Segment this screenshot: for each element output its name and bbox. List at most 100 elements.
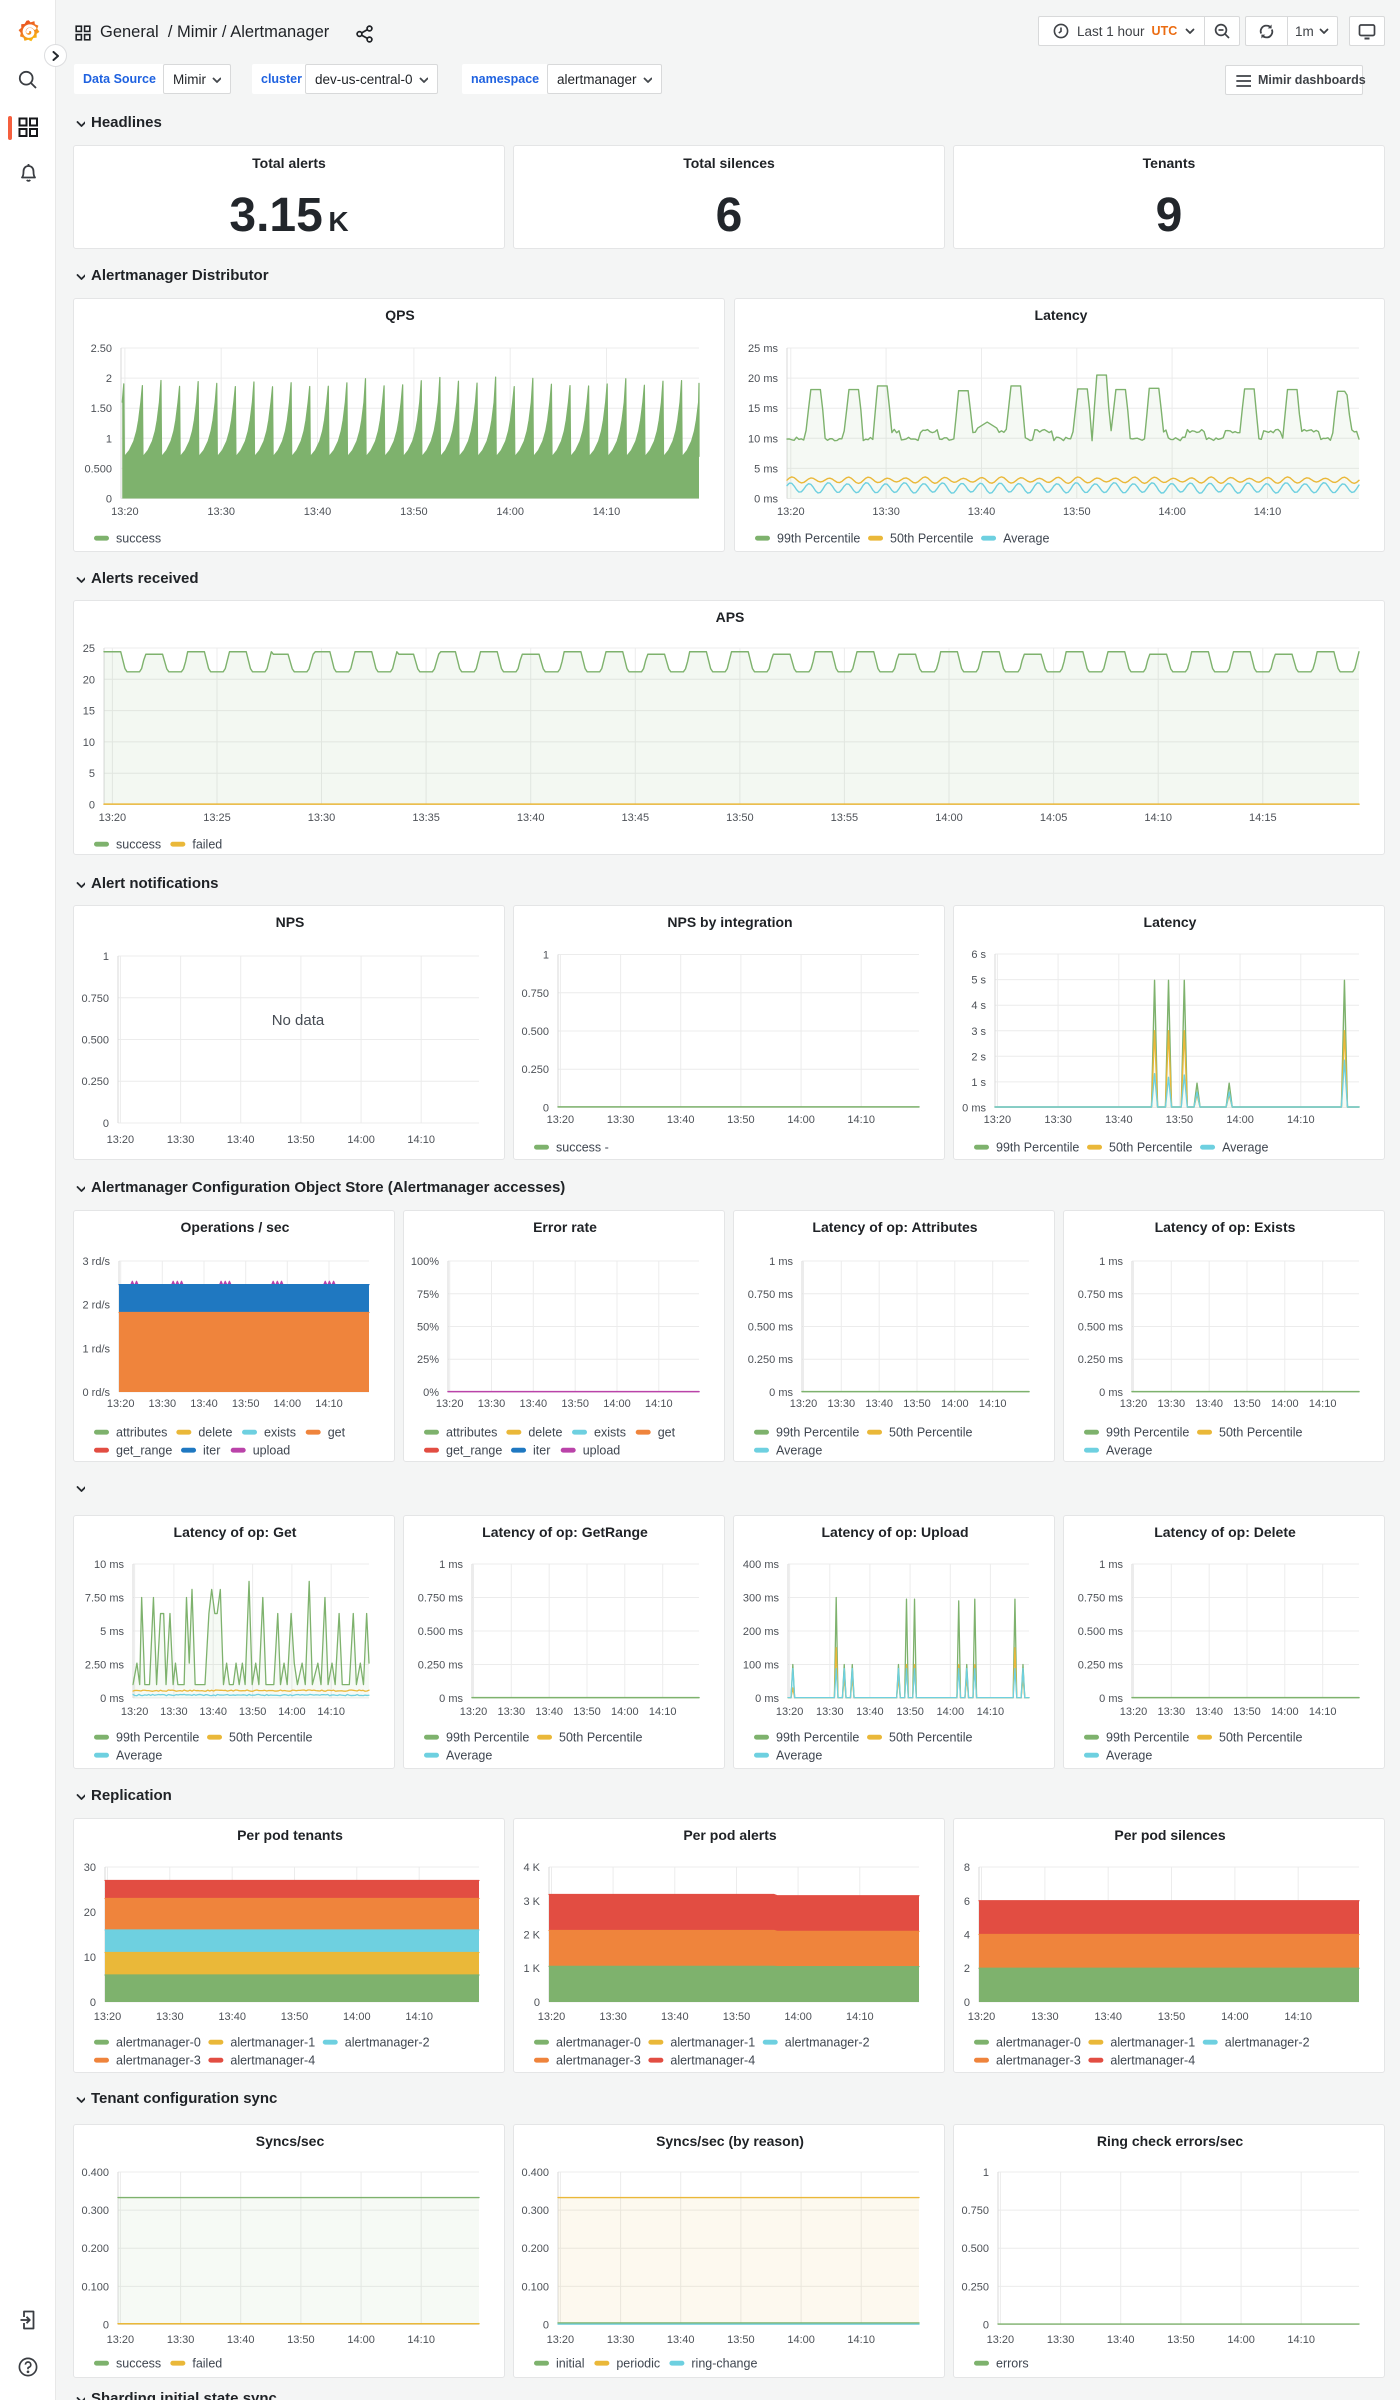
- svg-text:Latency of op: Upload: Latency of op: Upload: [822, 1524, 969, 1540]
- svg-text:13:40: 13:40: [1105, 1114, 1133, 1126]
- svg-text:13:50: 13:50: [561, 1398, 589, 1410]
- svg-text:13:40: 13:40: [517, 812, 545, 824]
- svg-text:Per pod silences: Per pod silences: [1114, 1827, 1225, 1843]
- svg-text:14:05: 14:05: [1040, 812, 1068, 824]
- svg-text:0.500 ms: 0.500 ms: [418, 1626, 464, 1638]
- svg-text:14:10: 14:10: [405, 2011, 433, 2023]
- svg-text:13:50: 13:50: [727, 2334, 755, 2346]
- svg-text:0: 0: [983, 2320, 989, 2332]
- svg-text:20: 20: [84, 1907, 96, 1919]
- svg-text:0 ms: 0 ms: [769, 1387, 793, 1399]
- svg-text:14:00: 14:00: [1227, 2334, 1255, 2346]
- svg-text:400 ms: 400 ms: [743, 1559, 780, 1571]
- svg-text:14:10: 14:10: [847, 1114, 875, 1126]
- svg-text:Average: Average: [1106, 1444, 1152, 1458]
- svg-text:14:10: 14:10: [1287, 1114, 1315, 1126]
- svg-text:13:30: 13:30: [498, 1706, 526, 1718]
- svg-text:13:50: 13:50: [1166, 1114, 1194, 1126]
- svg-text:13:40: 13:40: [667, 2334, 695, 2346]
- svg-text:14:10: 14:10: [1287, 2334, 1315, 2346]
- svg-text:13:30: 13:30: [156, 2011, 184, 2023]
- svg-text:99th Percentile: 99th Percentile: [776, 1731, 859, 1745]
- svg-text:0.750: 0.750: [961, 2205, 989, 2217]
- svg-text:0.750 ms: 0.750 ms: [748, 1289, 794, 1301]
- svg-text:Average: Average: [1222, 1141, 1268, 1155]
- svg-text:0.250 ms: 0.250 ms: [418, 1660, 464, 1672]
- svg-text:0: 0: [89, 800, 95, 812]
- svg-text:13:30: 13:30: [167, 1134, 195, 1146]
- svg-text:100 ms: 100 ms: [743, 1660, 780, 1672]
- svg-text:13:50: 13:50: [903, 1398, 931, 1410]
- svg-text:13:30: 13:30: [1044, 1114, 1072, 1126]
- svg-text:1 rd/s: 1 rd/s: [82, 1343, 110, 1355]
- svg-text:13:30: 13:30: [160, 1706, 188, 1718]
- svg-text:0.500 ms: 0.500 ms: [748, 1322, 794, 1334]
- svg-text:Average: Average: [776, 1749, 822, 1763]
- svg-text:99th Percentile: 99th Percentile: [777, 532, 860, 546]
- svg-text:14:00: 14:00: [347, 1134, 375, 1146]
- svg-text:1 ms: 1 ms: [1099, 1559, 1123, 1571]
- svg-text:13:50: 13:50: [1158, 2011, 1186, 2023]
- svg-text:0.250: 0.250: [81, 1076, 109, 1088]
- svg-text:13:40: 13:40: [865, 1398, 893, 1410]
- svg-text:13:40: 13:40: [661, 2011, 689, 2023]
- svg-text:13:20: 13:20: [984, 1114, 1012, 1126]
- svg-text:1 s: 1 s: [971, 1077, 986, 1089]
- svg-text:13:20: 13:20: [547, 2334, 575, 2346]
- svg-text:14:00: 14:00: [787, 1114, 815, 1126]
- svg-text:14:10: 14:10: [1284, 2011, 1312, 2023]
- svg-text:upload: upload: [583, 1444, 621, 1458]
- svg-text:2 s: 2 s: [971, 1051, 986, 1063]
- svg-text:14:00: 14:00: [496, 506, 524, 518]
- svg-text:13:40: 13:40: [520, 1398, 548, 1410]
- svg-text:10: 10: [83, 737, 95, 749]
- svg-text:2.50 ms: 2.50 ms: [85, 1660, 125, 1672]
- svg-text:13:20: 13:20: [776, 1706, 804, 1718]
- svg-text:0%: 0%: [423, 1387, 439, 1399]
- svg-text:13:30: 13:30: [1047, 2334, 1075, 2346]
- svg-text:2: 2: [106, 373, 112, 385]
- svg-text:14:15: 14:15: [1249, 812, 1277, 824]
- svg-text:50th Percentile: 50th Percentile: [229, 1731, 312, 1745]
- svg-text:13:20: 13:20: [968, 2011, 996, 2023]
- svg-text:0.750 ms: 0.750 ms: [418, 1593, 464, 1605]
- svg-text:13:50: 13:50: [723, 2011, 751, 2023]
- svg-text:14:10: 14:10: [1144, 812, 1172, 824]
- svg-text:0.500: 0.500: [84, 463, 112, 475]
- svg-text:13:50: 13:50: [1063, 506, 1091, 518]
- svg-text:13:45: 13:45: [622, 812, 650, 824]
- svg-text:0.250 ms: 0.250 ms: [1078, 1660, 1124, 1672]
- svg-text:alertmanager-3: alertmanager-3: [116, 2054, 201, 2068]
- svg-text:14:10: 14:10: [847, 2334, 875, 2346]
- svg-text:13:50: 13:50: [727, 1114, 755, 1126]
- svg-text:10 ms: 10 ms: [748, 433, 778, 445]
- svg-text:alertmanager-1: alertmanager-1: [1110, 2036, 1195, 2050]
- svg-text:Ring check errors/sec: Ring check errors/sec: [1097, 2133, 1244, 2149]
- svg-text:0.750 ms: 0.750 ms: [1078, 1593, 1124, 1605]
- svg-text:No data: No data: [272, 1012, 325, 1029]
- svg-text:Per pod tenants: Per pod tenants: [237, 1827, 343, 1843]
- svg-text:20: 20: [83, 674, 95, 686]
- svg-text:0.750: 0.750: [81, 993, 109, 1005]
- svg-text:0 ms: 0 ms: [962, 1103, 986, 1115]
- svg-text:alertmanager-3: alertmanager-3: [996, 2054, 1081, 2068]
- svg-text:NPS: NPS: [276, 914, 305, 930]
- svg-text:6: 6: [964, 1896, 970, 1908]
- svg-text:13:40: 13:40: [218, 2011, 246, 2023]
- svg-text:success: success: [116, 838, 161, 852]
- svg-text:99th Percentile: 99th Percentile: [446, 1731, 529, 1745]
- svg-text:13:20: 13:20: [460, 1706, 488, 1718]
- svg-text:13:30: 13:30: [1158, 1398, 1186, 1410]
- svg-text:NPS by integration: NPS by integration: [667, 914, 792, 930]
- svg-text:get: get: [658, 1426, 676, 1440]
- svg-text:errors: errors: [996, 2357, 1029, 2371]
- svg-text:13:40: 13:40: [856, 1706, 884, 1718]
- svg-text:13:50: 13:50: [287, 1134, 315, 1146]
- svg-text:14:10: 14:10: [846, 2011, 874, 2023]
- svg-text:exists: exists: [594, 1426, 626, 1440]
- svg-text:5 ms: 5 ms: [100, 1626, 124, 1638]
- svg-text:99th Percentile: 99th Percentile: [1106, 1731, 1189, 1745]
- svg-text:13:20: 13:20: [111, 506, 139, 518]
- svg-text:periodic: periodic: [616, 2357, 660, 2371]
- svg-text:10: 10: [84, 1952, 96, 1964]
